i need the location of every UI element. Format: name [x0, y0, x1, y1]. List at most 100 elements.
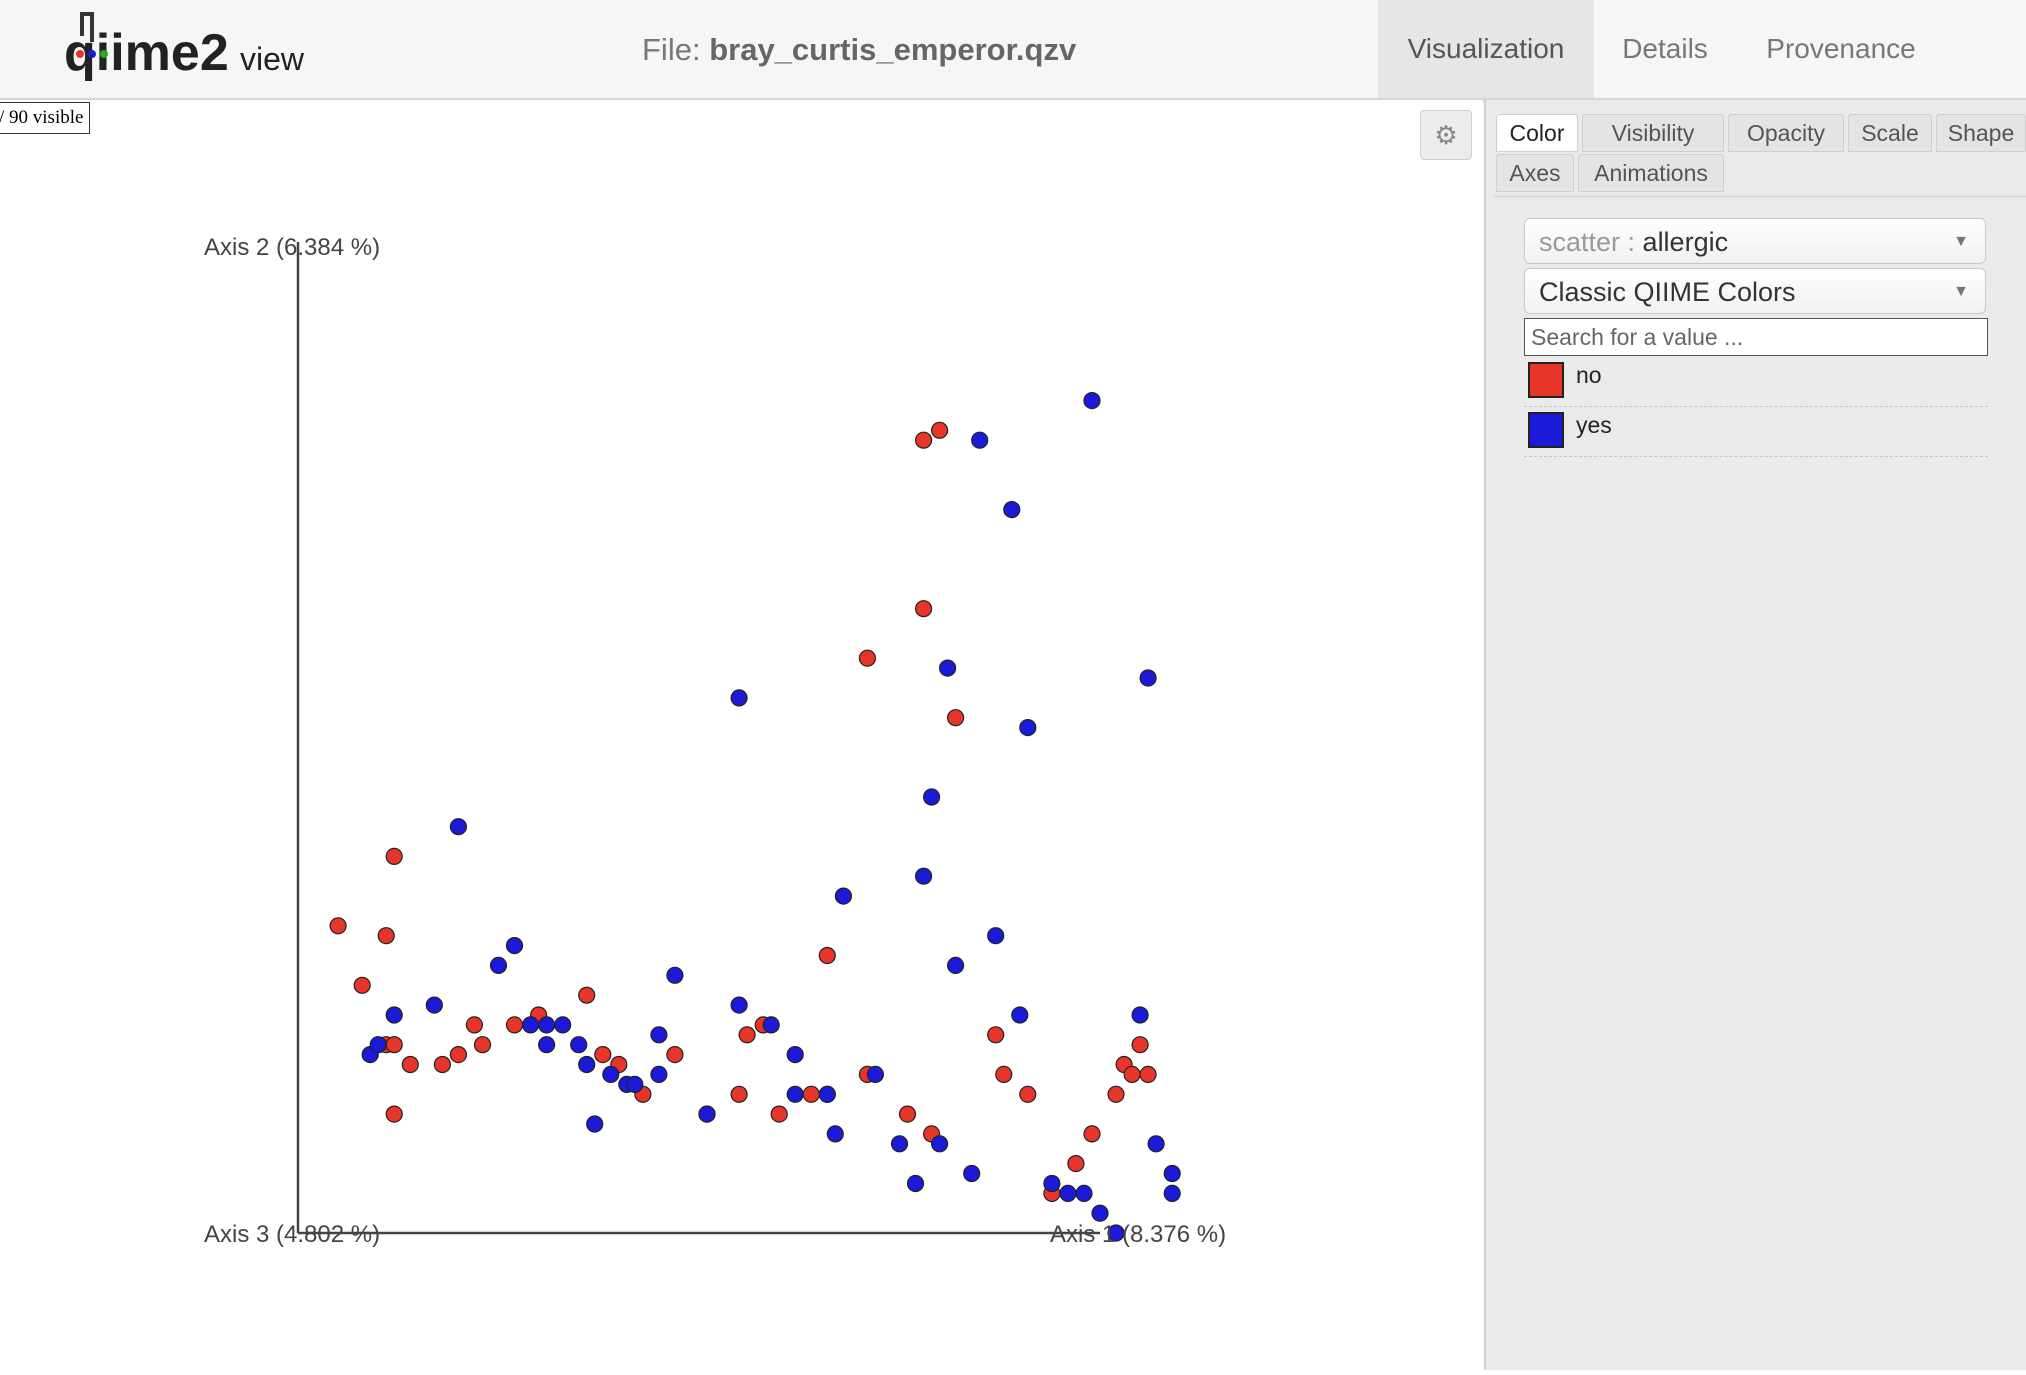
sample-point-no[interactable]	[802, 1085, 820, 1103]
sample-point-yes[interactable]	[1003, 501, 1021, 519]
category-select[interactable]: scatter : allergic ▼	[1524, 218, 1986, 264]
sample-point-no[interactable]	[578, 986, 596, 1004]
sample-point-no[interactable]	[930, 421, 949, 439]
sample-point-no[interactable]	[385, 1105, 403, 1123]
sample-point-no[interactable]	[730, 1085, 748, 1103]
sample-point-no[interactable]	[946, 709, 965, 727]
sample-point-yes[interactable]	[930, 1135, 949, 1153]
sample-point-no[interactable]	[329, 917, 347, 935]
sample-point-yes[interactable]	[1059, 1184, 1077, 1203]
sample-point-yes[interactable]	[1107, 1224, 1125, 1242]
sample-point-yes[interactable]	[866, 1065, 885, 1084]
legend-item-no[interactable]: no	[1524, 358, 1988, 407]
sample-point-yes[interactable]	[385, 1006, 403, 1024]
sample-point-no[interactable]	[1131, 1036, 1149, 1054]
sample-point-no[interactable]	[738, 1026, 756, 1044]
sample-point-no[interactable]	[385, 1036, 403, 1054]
sample-point-yes[interactable]	[963, 1164, 981, 1183]
sample-point-no[interactable]	[898, 1105, 917, 1123]
nav-visualization[interactable]: Visualization	[1378, 0, 1594, 98]
sample-point-no[interactable]	[385, 847, 403, 866]
sample-point-yes[interactable]	[578, 1055, 596, 1074]
sample-point-no[interactable]	[465, 1016, 483, 1034]
sample-point-yes[interactable]	[521, 1016, 540, 1034]
sample-point-no[interactable]	[1139, 1065, 1157, 1084]
sample-point-yes[interactable]	[602, 1065, 620, 1084]
sample-point-yes[interactable]	[698, 1105, 716, 1123]
sample-point-yes[interactable]	[1131, 1006, 1149, 1024]
sample-point-yes[interactable]	[1139, 669, 1157, 687]
sample-point-yes[interactable]	[554, 1016, 572, 1034]
sample-point-yes[interactable]	[666, 966, 684, 984]
sample-point-yes[interactable]	[730, 996, 748, 1014]
sample-point-no[interactable]	[433, 1055, 451, 1074]
sample-point-yes[interactable]	[1019, 718, 1037, 737]
points-layer[interactable]	[329, 392, 1181, 1242]
sample-point-yes[interactable]	[489, 956, 508, 975]
sample-point-yes[interactable]	[922, 788, 941, 806]
sample-point-yes[interactable]	[938, 659, 957, 677]
sample-point-yes[interactable]	[890, 1135, 909, 1153]
tab-visibility[interactable]: Visibility	[1582, 114, 1724, 152]
sample-point-yes[interactable]	[1075, 1184, 1093, 1203]
sample-point-yes[interactable]	[906, 1174, 925, 1193]
sample-point-no[interactable]	[377, 927, 395, 945]
sample-point-no[interactable]	[1083, 1125, 1101, 1143]
qiime2view-logo[interactable]: qiime2 view	[64, 8, 324, 88]
sample-point-yes[interactable]	[570, 1036, 588, 1054]
sample-point-yes[interactable]	[834, 887, 853, 905]
sample-point-yes[interactable]	[369, 1036, 387, 1054]
sample-point-no[interactable]	[914, 431, 933, 449]
sample-point-no[interactable]	[353, 976, 371, 994]
sample-point-no[interactable]	[987, 1026, 1005, 1044]
sample-point-yes[interactable]	[786, 1085, 804, 1103]
plot-canvas[interactable]: Axis 2 (6.384 %) Axis 3 (4.802 %) Axis 1…	[0, 100, 1482, 1370]
sample-point-no[interactable]	[1067, 1154, 1085, 1173]
sample-point-yes[interactable]	[730, 689, 748, 707]
sample-point-yes[interactable]	[650, 1065, 668, 1084]
settings-button[interactable]: ⚙	[1420, 110, 1472, 160]
sample-point-no[interactable]	[858, 649, 877, 667]
sample-point-yes[interactable]	[586, 1115, 604, 1133]
sample-point-no[interactable]	[594, 1045, 612, 1064]
sample-point-yes[interactable]	[1043, 1174, 1061, 1193]
sample-point-no[interactable]	[473, 1036, 492, 1054]
sample-point-yes[interactable]	[762, 1016, 780, 1034]
sample-point-yes[interactable]	[1163, 1164, 1181, 1183]
tab-shape[interactable]: Shape	[1936, 114, 2026, 152]
sample-point-no[interactable]	[1123, 1065, 1141, 1084]
sample-point-yes[interactable]	[946, 956, 965, 975]
sample-point-yes[interactable]	[914, 867, 933, 885]
sample-point-yes[interactable]	[818, 1085, 836, 1103]
sample-point-no[interactable]	[770, 1105, 788, 1123]
nav-provenance[interactable]: Provenance	[1766, 33, 1916, 64]
sample-point-yes[interactable]	[626, 1075, 644, 1094]
sample-point-yes[interactable]	[1011, 1006, 1029, 1024]
sample-point-yes[interactable]	[786, 1045, 804, 1064]
sample-point-no[interactable]	[666, 1045, 684, 1064]
sample-point-yes[interactable]	[826, 1125, 844, 1143]
sample-point-yes[interactable]	[537, 1036, 556, 1054]
sample-point-yes[interactable]	[1091, 1204, 1109, 1222]
nav-details[interactable]: Details	[1622, 33, 1708, 64]
tab-color[interactable]: Color	[1496, 114, 1578, 152]
colormap-select[interactable]: Classic QIIME Colors ▼	[1524, 268, 1986, 314]
tab-scale[interactable]: Scale	[1848, 114, 1932, 152]
sample-point-no[interactable]	[449, 1045, 467, 1064]
sample-point-yes[interactable]	[425, 996, 443, 1014]
sample-point-yes[interactable]	[1163, 1184, 1181, 1203]
legend-item-yes[interactable]: yes	[1524, 408, 1988, 457]
sample-point-yes[interactable]	[505, 936, 524, 955]
sample-point-yes[interactable]	[1083, 392, 1101, 410]
sample-point-no[interactable]	[1107, 1085, 1125, 1103]
tab-axes[interactable]: Axes	[1496, 154, 1574, 192]
search-input[interactable]	[1524, 318, 1988, 356]
sample-point-no[interactable]	[914, 600, 933, 618]
tab-animations[interactable]: Animations	[1578, 154, 1724, 192]
tab-opacity[interactable]: Opacity	[1728, 114, 1844, 152]
sample-point-yes[interactable]	[971, 431, 989, 449]
sample-point-no[interactable]	[995, 1065, 1013, 1084]
sample-point-yes[interactable]	[650, 1026, 668, 1044]
sample-point-no[interactable]	[401, 1055, 419, 1074]
sample-point-no[interactable]	[1019, 1085, 1037, 1103]
